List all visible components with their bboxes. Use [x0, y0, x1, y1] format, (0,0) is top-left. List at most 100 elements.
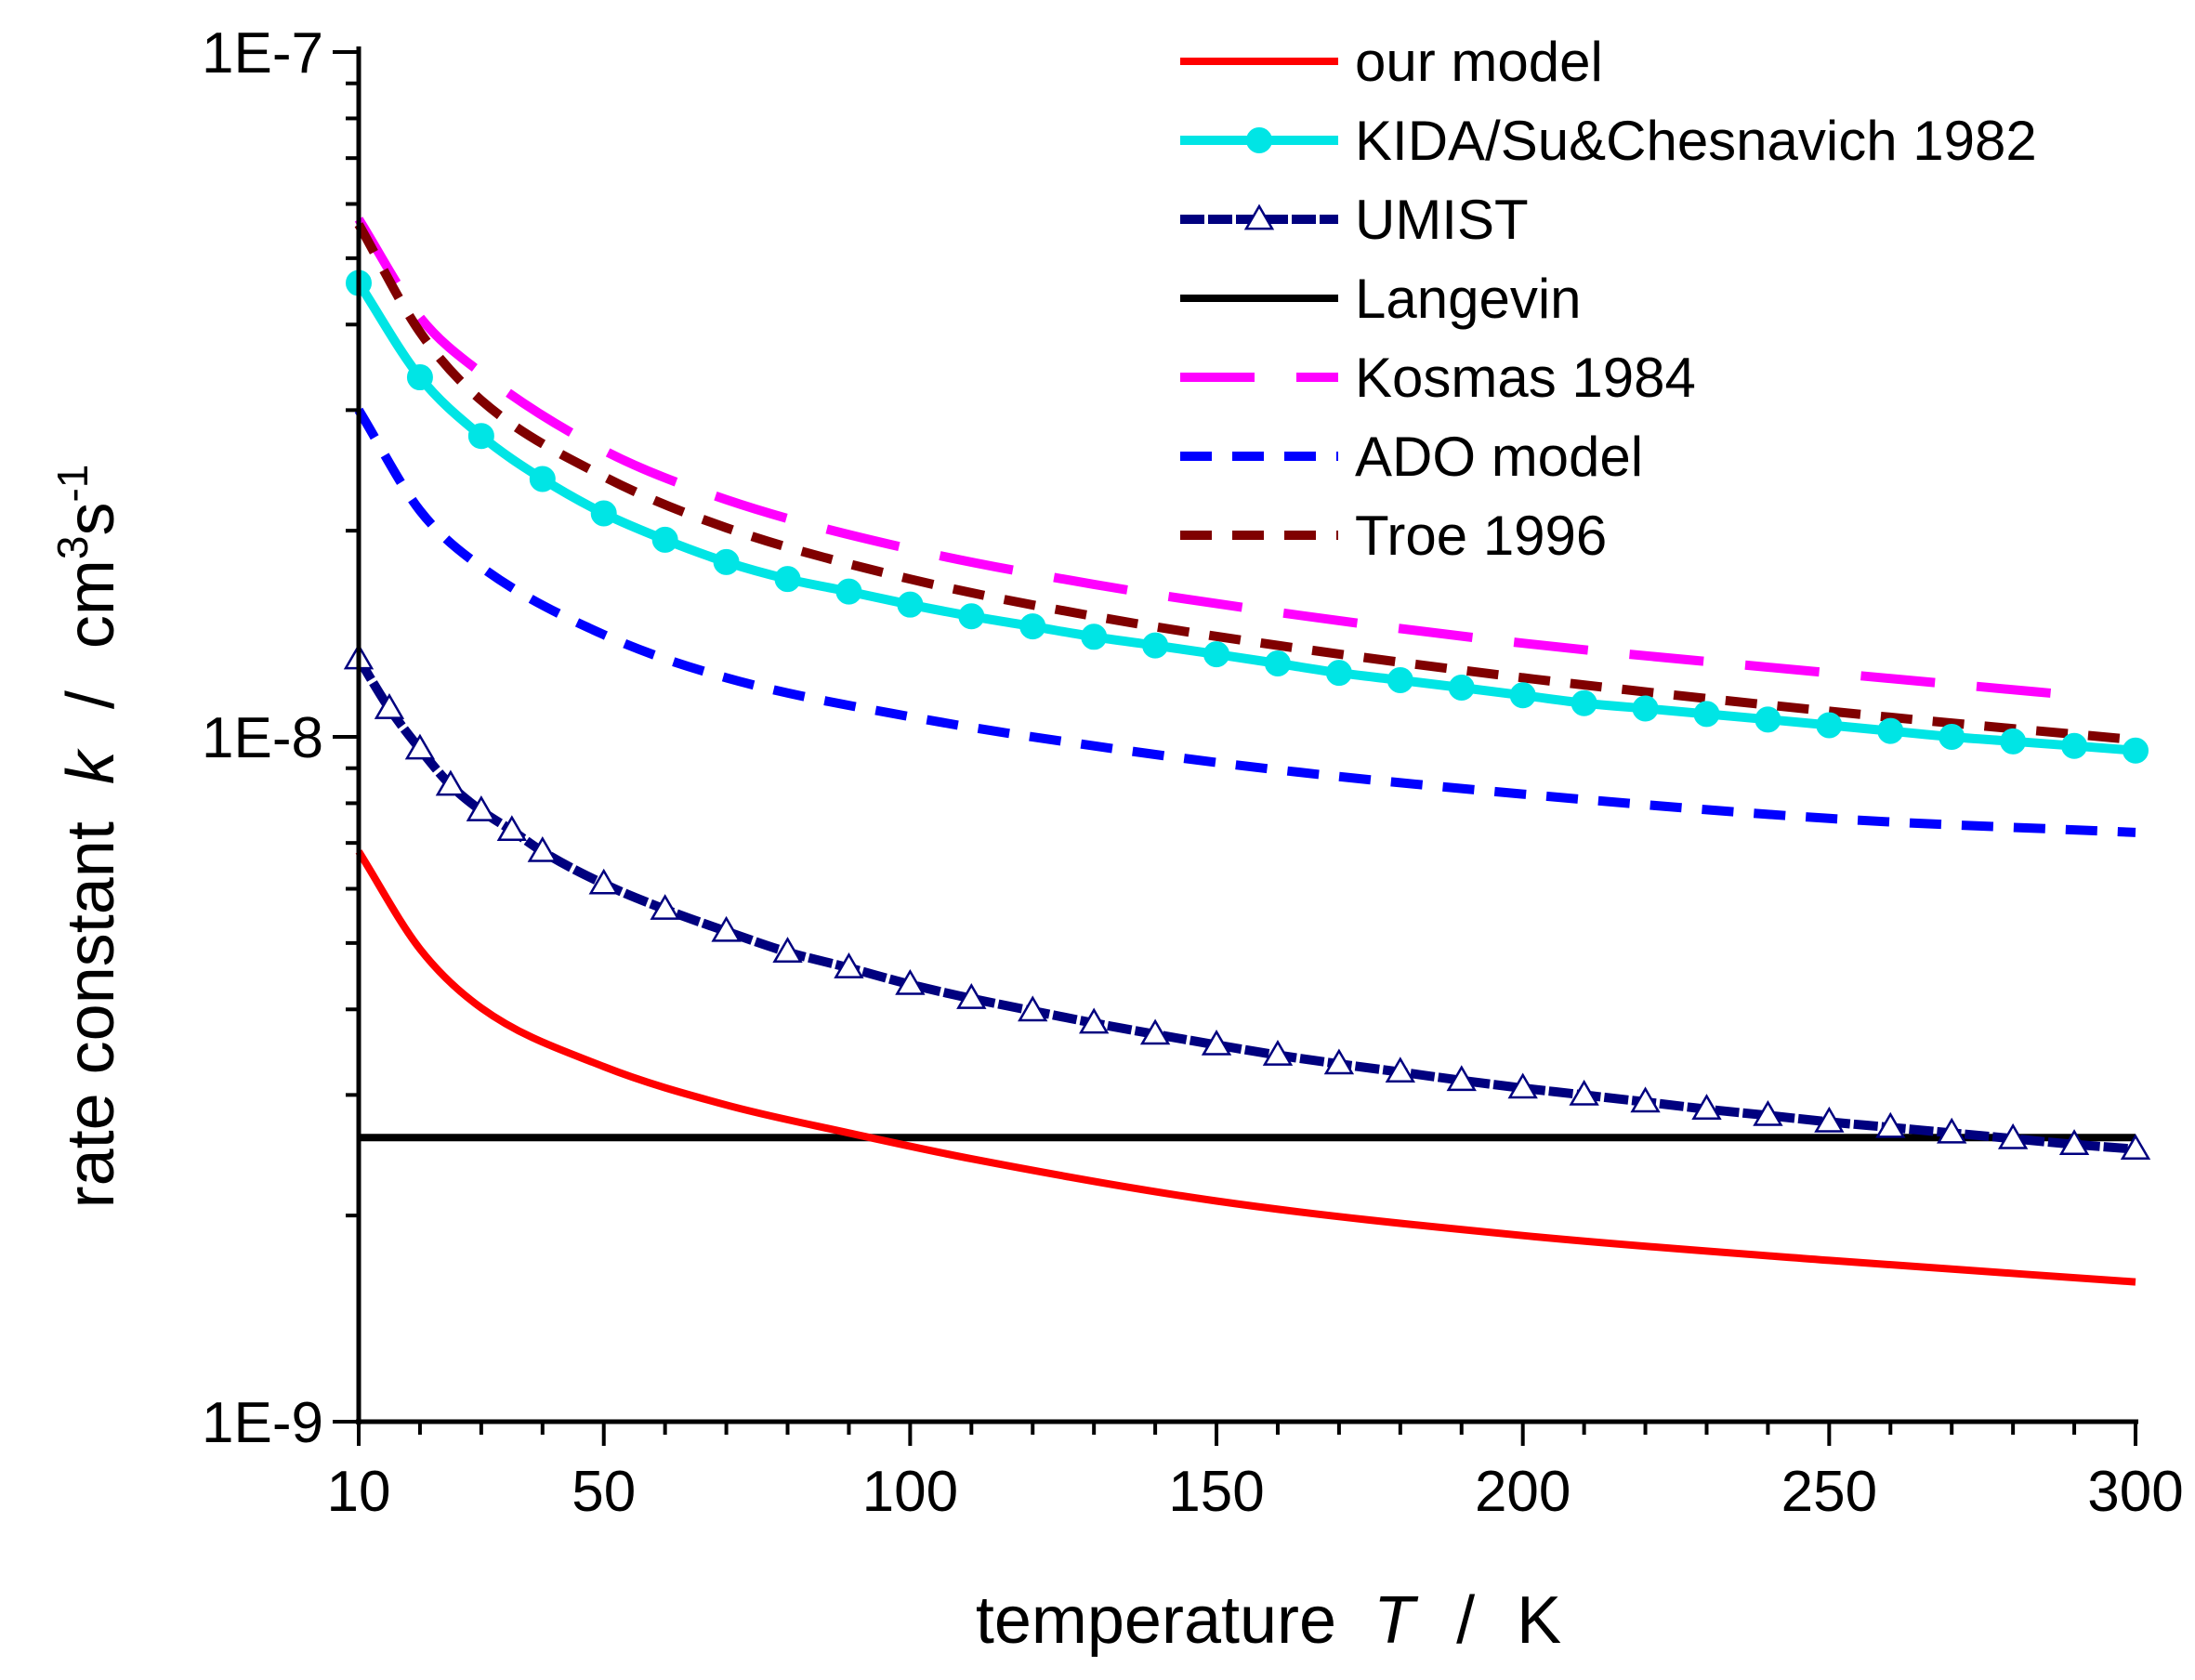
data-point [958, 603, 985, 630]
data-point [2120, 1134, 2151, 1161]
data-point [1387, 666, 1413, 693]
series-kida-su-chesnavich-1982 [346, 269, 2149, 764]
data-point [651, 526, 678, 553]
series-kosmas-1984 [354, 217, 2075, 701]
legend-label: UMIST [1355, 189, 1529, 251]
x-tick-label: 150 [1168, 1460, 1264, 1524]
series-ado-model [354, 407, 2136, 837]
legend-item-langevin: Langevin [1180, 268, 1582, 330]
data-point [650, 894, 680, 920]
data-point [466, 795, 497, 821]
data-point [1632, 695, 1659, 722]
data-point [1507, 1072, 1538, 1099]
series-umist [343, 643, 2151, 1161]
x-tick-label: 200 [1475, 1460, 1571, 1524]
y-axis-title: rate constant k / cm3s-1 [48, 465, 128, 1209]
data-point [895, 968, 926, 995]
x-tick-label: 50 [572, 1460, 636, 1524]
data-point [435, 769, 467, 796]
series-our-model [355, 849, 2136, 1286]
data-point [711, 915, 742, 942]
data-point [2058, 1129, 2090, 1155]
data-point [1262, 1040, 1294, 1066]
data-point [1814, 1106, 1845, 1133]
data-point [590, 500, 617, 527]
legend-label: ADO model [1355, 426, 1643, 488]
data-point [1448, 675, 1475, 702]
legend-marker [1246, 127, 1272, 153]
data-point [835, 578, 862, 605]
data-point [1264, 650, 1291, 676]
data-point [1018, 995, 1048, 1022]
data-point [374, 693, 405, 719]
axes: 1E-9 1E-8 1E-7 10 50 100 150 200 250 300 [202, 21, 2184, 1524]
data-point [1081, 623, 1108, 650]
legend-item-kida-su-chesnavich-1982: KIDA/Su&Chesnavich 1982 [1180, 110, 2037, 172]
series-troe-1996 [354, 222, 2136, 745]
data-point [2000, 728, 2027, 755]
data-point [1753, 1099, 1783, 1126]
data-point [1139, 1018, 1171, 1045]
legend-item-kosmas-1984: Kosmas 1984 [1180, 347, 1696, 409]
x-tick-label: 250 [1781, 1460, 1877, 1524]
data-point [713, 548, 740, 575]
data-point [834, 952, 864, 978]
data-point [1509, 682, 1536, 709]
y-tick-label: 1E-7 [202, 21, 323, 85]
data-point [404, 733, 436, 760]
data-point [1816, 712, 1843, 739]
series-line-our-model [355, 849, 2136, 1286]
legend-label: our model [1355, 31, 1603, 93]
x-tick-label: 10 [327, 1460, 391, 1524]
x-tick-label: 300 [2087, 1460, 2183, 1524]
data-point [588, 868, 619, 895]
data-point [772, 937, 803, 963]
legend: our model KIDA/Su&Chesnavich 1982 UMIST Lan… [1180, 31, 2037, 567]
data-point [1323, 1048, 1355, 1075]
data-point [956, 983, 987, 1009]
data-point [496, 815, 528, 842]
series-line-troe-1996 [354, 222, 2136, 745]
data-point [2123, 737, 2149, 764]
data-point [1571, 689, 1597, 716]
data-point [1877, 717, 1904, 744]
data-point [897, 591, 924, 618]
legend-label: Langevin [1355, 268, 1582, 330]
plot-lines [343, 217, 2151, 1286]
data-point [406, 364, 433, 391]
data-point [1325, 660, 1352, 687]
legend-label: Troe 1996 [1355, 505, 1607, 567]
x-axis-title: temperature T / K [976, 1583, 1561, 1658]
data-point [1755, 706, 1781, 733]
data-point [1997, 1122, 2029, 1149]
data-point [1693, 701, 1720, 728]
data-point [527, 835, 558, 862]
data-point [1078, 1007, 1110, 1034]
data-point [1201, 1029, 1232, 1056]
data-point [1630, 1086, 1661, 1113]
data-point [1937, 1117, 1967, 1144]
data-point [2061, 732, 2088, 759]
data-point [774, 566, 801, 593]
series-line-ado-model [354, 407, 2136, 837]
series-line-kosmas-1984 [354, 217, 2075, 701]
legend-item-umist: UMIST [1180, 189, 1529, 251]
legend-item-troe-1996: Troe 1996 [1180, 505, 1607, 567]
legend-label: KIDA/Su&Chesnavich 1982 [1355, 110, 2037, 172]
y-tick-label: 1E-9 [202, 1391, 323, 1455]
legend-item-ado-model: ADO model [1180, 426, 1643, 488]
data-point [1385, 1057, 1416, 1083]
data-point [1019, 613, 1046, 640]
data-point [467, 423, 494, 450]
data-point [1939, 724, 1965, 750]
y-tick-label: 1E-8 [202, 706, 323, 770]
data-point [1446, 1065, 1477, 1092]
legend-marker [1243, 203, 1275, 230]
data-point [1569, 1079, 1599, 1106]
data-point [529, 466, 556, 492]
legend-label: Kosmas 1984 [1355, 347, 1696, 409]
data-point [1691, 1094, 1722, 1120]
x-tick-label: 100 [862, 1460, 958, 1524]
data-point [1203, 641, 1230, 668]
